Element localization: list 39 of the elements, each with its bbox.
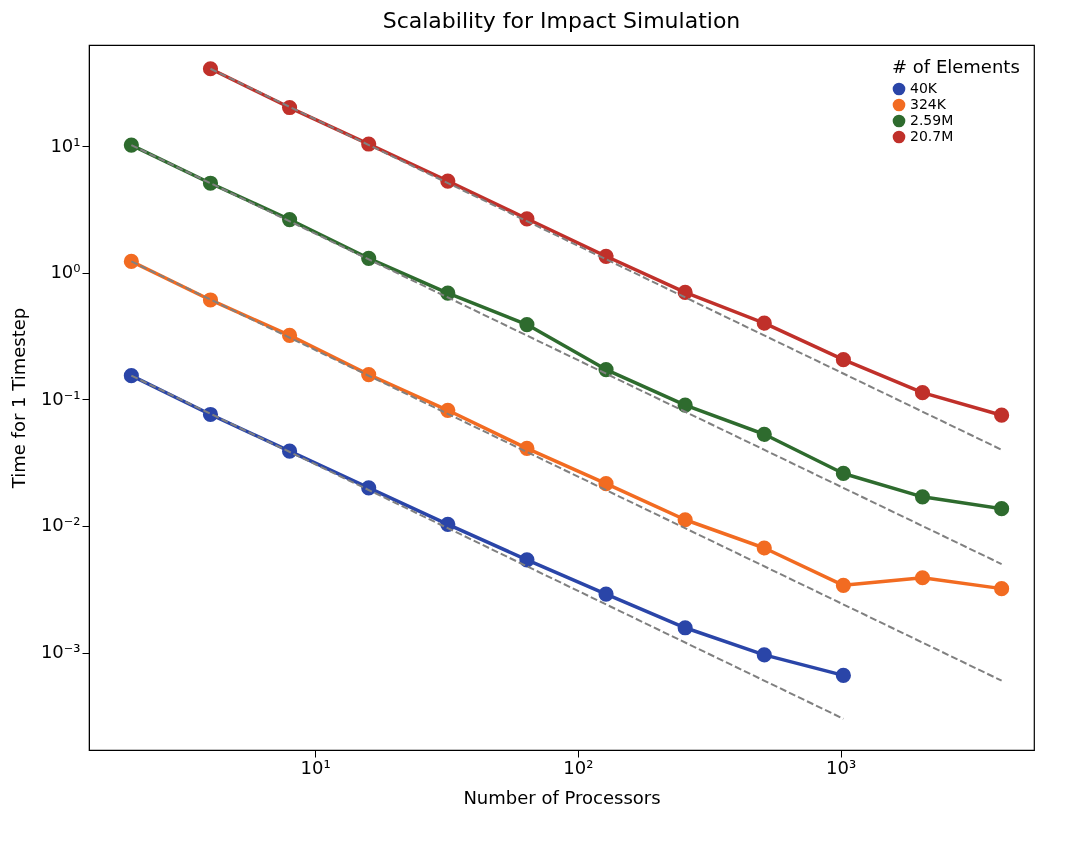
- y-tick-label: 10⁻¹: [40, 387, 81, 409]
- point: [677, 620, 693, 636]
- x-tick-label: 10¹: [300, 756, 331, 778]
- legend-label: 40K: [910, 80, 938, 96]
- point: [835, 667, 851, 683]
- point: [835, 465, 851, 482]
- point: [756, 426, 772, 442]
- legend-label: 20.7M: [910, 128, 954, 144]
- point: [598, 476, 614, 492]
- point: [519, 316, 535, 333]
- y-tick-label: 10⁻²: [40, 514, 81, 536]
- y-tick-label: 10¹: [50, 134, 81, 156]
- point: [361, 367, 377, 383]
- y-tick-label: 10⁰: [50, 261, 81, 283]
- point: [361, 250, 377, 266]
- point: [282, 327, 298, 343]
- legend-label: 2.59M: [910, 112, 954, 128]
- x-axis-title: Number of Processors: [463, 786, 661, 808]
- point: [282, 212, 298, 228]
- y-axis-title: Time for 1 Timestep: [7, 307, 29, 490]
- x-tick-label: 10³: [826, 756, 857, 778]
- point: [994, 501, 1010, 517]
- point: [123, 253, 139, 269]
- point: [914, 570, 931, 586]
- point: [914, 489, 931, 505]
- point: [598, 586, 614, 602]
- point: [677, 512, 693, 528]
- point: [519, 552, 535, 568]
- point: [123, 368, 139, 384]
- point: [756, 647, 772, 663]
- point: [835, 577, 851, 593]
- point: [123, 137, 139, 153]
- point: [756, 540, 772, 556]
- chart-title: Scalability for Impact Simulation: [382, 8, 741, 33]
- point: [994, 581, 1010, 597]
- y-tick-label: 10⁻³: [40, 641, 81, 663]
- x-tick-label: 10²: [563, 756, 594, 778]
- legend-label: 324K: [910, 96, 947, 112]
- legend-title: # of Elements: [892, 56, 1020, 77]
